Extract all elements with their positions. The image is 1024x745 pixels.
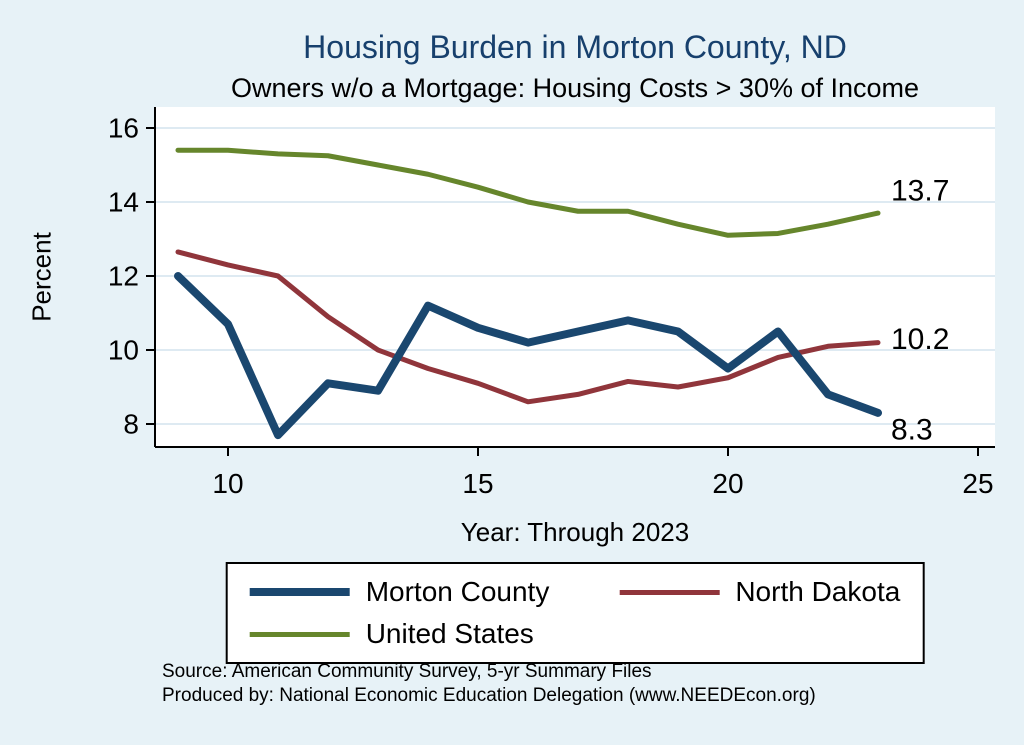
x-tick-label-25: 25 <box>962 468 993 499</box>
legend-line-swatch-north-dakota <box>619 589 720 595</box>
legend-item-morton-county: Morton County <box>249 576 550 608</box>
legend: Morton County North Dakota United States <box>225 562 925 664</box>
y-tick-label-12: 12 <box>108 261 139 292</box>
chart-subtitle: Owners w/o a Mortgage: Housing Costs > 3… <box>230 73 920 103</box>
source-note: Source: American Community Survey, 5-yr … <box>162 660 816 708</box>
end-label-north-dakota: 10.2 <box>891 323 949 356</box>
end-label-united-states: 13.7 <box>891 175 949 208</box>
y-tick-label-8: 8 <box>123 409 139 440</box>
y-tick-label-16: 16 <box>108 113 139 144</box>
y-axis-label: Percent <box>26 232 57 322</box>
series-line-united-states <box>175 147 881 238</box>
end-label-morton-county: 8.3 <box>891 413 933 446</box>
x-tick-label-15: 15 <box>462 468 493 499</box>
source-line: Source: American Community Survey, 5-yr … <box>162 661 652 682</box>
legend-label-morton-county: Morton County <box>365 576 550 607</box>
x-tick-label-20: 20 <box>712 468 743 499</box>
x-axis-label: Year: Through 2023 <box>460 517 690 547</box>
legend-line-swatch-united-states <box>249 631 350 637</box>
series-line-north-dakota <box>175 249 881 405</box>
legend-label-north-dakota: North Dakota <box>735 576 901 607</box>
legend-label-united-states: United States <box>365 618 534 649</box>
chart-title: Housing Burden in Morton County, ND <box>303 29 847 65</box>
produced-by-line: Produced by: National Economic Education… <box>162 685 816 706</box>
legend-item-united-states: United States <box>249 618 550 650</box>
y-tick-label-14: 14 <box>108 187 139 218</box>
x-tick-label-10: 10 <box>212 468 243 499</box>
series-line-morton-county <box>174 272 882 440</box>
legend-line-swatch-morton-county <box>249 588 350 596</box>
legend-item-north-dakota: North Dakota <box>619 576 900 608</box>
plot-area <box>155 107 995 447</box>
y-tick-label-10: 10 <box>108 335 139 366</box>
